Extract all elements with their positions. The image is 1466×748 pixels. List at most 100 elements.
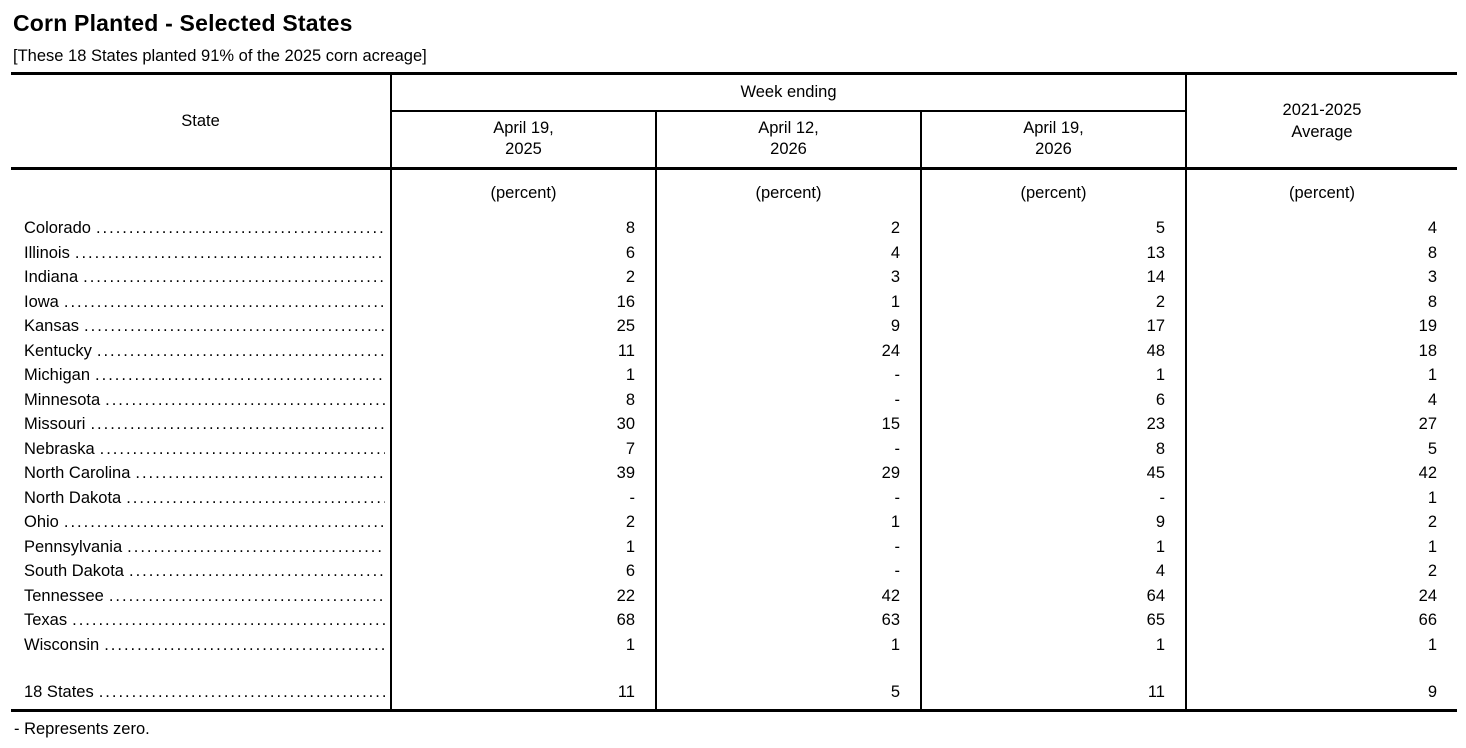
- value-cell: 1: [921, 535, 1187, 560]
- dotted-leader: [99, 683, 385, 702]
- dotted-leader: [72, 611, 385, 630]
- value-cell: 4: [656, 241, 922, 266]
- state-label: Colorado: [24, 219, 91, 238]
- total-value-cell: 5: [656, 670, 922, 711]
- value-cell: 63: [656, 608, 922, 633]
- state-cell: North Carolina: [11, 461, 392, 486]
- value-cell: 13: [921, 241, 1187, 266]
- value-cell: 3: [656, 265, 922, 290]
- value-cell: 8: [921, 437, 1187, 462]
- value-cell: 2: [1427, 562, 1437, 581]
- value-cell: 5: [1427, 439, 1437, 458]
- value-cell: 6: [921, 388, 1187, 413]
- value-cell: 1: [391, 535, 657, 560]
- dotted-leader: [135, 464, 385, 483]
- state-label: Wisconsin: [24, 635, 100, 654]
- value-cell: 66: [1418, 611, 1437, 630]
- state-cell: North Dakota: [11, 486, 392, 511]
- table-row: Wisconsin 1 1 1 1: [11, 633, 1457, 658]
- value-cell: 16: [391, 290, 657, 315]
- total-value-cell: 11: [921, 670, 1187, 711]
- table-row: Colorado 8 2 5 4: [11, 216, 1457, 241]
- state-label: Iowa: [24, 292, 59, 311]
- value-cell: 2: [391, 510, 657, 535]
- value-cell: 1: [1427, 366, 1437, 385]
- table-row: Kentucky 11 24 48 18: [11, 339, 1457, 364]
- table-row: Missouri 30 15 23 27: [11, 412, 1457, 437]
- value-cell: 2: [921, 290, 1187, 315]
- footnote: - Represents zero.: [14, 720, 150, 738]
- header-row-dates: April 19, 2025 April 12, 2026 April 19, …: [11, 110, 1457, 169]
- table-row: Illinois 6 4 13 8: [11, 241, 1457, 266]
- table-body: Colorado 8 2 5 4 Illinois 6 4 13 8 India…: [11, 216, 1457, 711]
- value-cell: 25: [391, 314, 657, 339]
- state-cell: Minnesota: [11, 388, 392, 413]
- value-cell: 42: [1418, 464, 1437, 483]
- value-cell: 68: [391, 608, 657, 633]
- week-ending-header: Week ending: [391, 73, 1187, 112]
- value-cell: 3: [1427, 268, 1437, 287]
- state-label: Minnesota: [24, 390, 101, 409]
- state-label: Texas: [24, 611, 68, 630]
- state-cell: Michigan: [11, 363, 392, 388]
- units-row: (percent) (percent) (percent) (percent): [11, 167, 1457, 217]
- value-cell: 1: [1427, 488, 1437, 507]
- value-cell: 48: [921, 339, 1187, 364]
- value-cell: 6: [391, 559, 657, 584]
- dotted-leader: [84, 317, 385, 336]
- state-label: Michigan: [24, 366, 91, 385]
- state-cell: Iowa: [11, 290, 392, 315]
- value-cell: 2: [1427, 513, 1437, 532]
- table-row: Iowa 16 1 2 8: [11, 290, 1457, 315]
- state-label: Illinois: [24, 243, 70, 262]
- state-cell: South Dakota: [11, 559, 392, 584]
- state-label: South Dakota: [24, 562, 124, 581]
- table-row: South Dakota 6 - 4 2: [11, 559, 1457, 584]
- state-label: Indiana: [24, 268, 79, 287]
- table-row: Indiana 2 3 14 3: [11, 265, 1457, 290]
- state-cell: Ohio: [11, 510, 392, 535]
- state-cell: Illinois: [11, 241, 392, 266]
- table-row: North Dakota - - - 1: [11, 486, 1457, 511]
- state-cell: Kansas: [11, 314, 392, 339]
- value-cell: 1: [921, 363, 1187, 388]
- value-cell: 2: [656, 216, 922, 241]
- value-cell: -: [656, 535, 922, 560]
- state-cell: Indiana: [11, 265, 392, 290]
- value-cell: 30: [391, 412, 657, 437]
- table-row: Kansas 25 9 17 19: [11, 314, 1457, 339]
- corn-planted-table: State Week ending 2021-2025 Average Apri…: [11, 72, 1457, 712]
- state-cell: Kentucky: [11, 339, 392, 364]
- state-cell: Pennsylvania: [11, 535, 392, 560]
- value-cell: 15: [656, 412, 922, 437]
- dotted-leader: [64, 513, 385, 532]
- value-cell: 42: [656, 584, 922, 609]
- dotted-leader: [75, 244, 385, 263]
- total-row: 18 States 11 5 11 9: [11, 670, 1457, 711]
- header-row-week-ending: State Week ending 2021-2025 Average: [11, 73, 1457, 169]
- dotted-leader: [97, 342, 385, 361]
- value-cell: -: [656, 486, 922, 511]
- state-label: Pennsylvania: [24, 537, 123, 556]
- table-row: Minnesota 8 - 6 4: [11, 388, 1457, 413]
- value-cell: 19: [1418, 317, 1437, 336]
- value-cell: 1: [391, 633, 657, 658]
- state-cell: Texas: [11, 608, 392, 633]
- value-cell: 9: [921, 510, 1187, 535]
- date-column-header-2: April 12, 2026: [656, 110, 922, 169]
- value-cell: 1: [1427, 635, 1437, 654]
- value-cell: 1: [656, 510, 922, 535]
- value-cell: 24: [656, 339, 922, 364]
- dotted-leader: [64, 293, 385, 312]
- value-cell: 18: [1418, 341, 1437, 360]
- total-label: 18 States: [24, 683, 94, 701]
- total-state-cell: 18 States: [11, 670, 392, 711]
- spacer-row: [11, 657, 1457, 671]
- state-label: Nebraska: [24, 439, 95, 458]
- dotted-leader: [109, 587, 385, 606]
- total-value-cell: 11: [391, 670, 657, 711]
- dotted-leader: [83, 268, 385, 287]
- table-row: Nebraska 7 - 8 5: [11, 437, 1457, 462]
- value-cell: 22: [391, 584, 657, 609]
- value-cell: 23: [921, 412, 1187, 437]
